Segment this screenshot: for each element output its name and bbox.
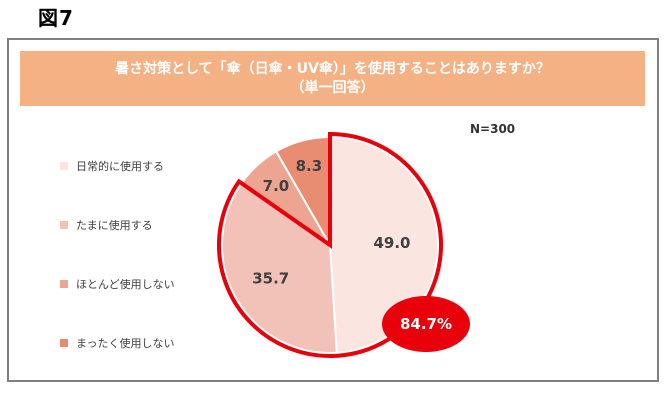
figure-label: 図7 bbox=[38, 6, 74, 30]
legend-label: 日常的に使用する bbox=[76, 160, 164, 173]
pie-slice bbox=[221, 181, 338, 354]
legend-item: ほとんど使用しない bbox=[60, 276, 175, 292]
legend-label: たまに使用する bbox=[76, 219, 153, 232]
callout-badge bbox=[382, 296, 470, 352]
sample-size-label: N=300 bbox=[470, 122, 516, 136]
slice-value-label: 7.0 bbox=[263, 177, 290, 195]
slice-value-label: 8.3 bbox=[296, 157, 323, 175]
chart-title: 暑さ対策として「傘（日傘・UV傘）」を使用することはありますか？ （単一回答） bbox=[20, 51, 645, 106]
legend-item: 日常的に使用する bbox=[60, 158, 164, 174]
callout-value: 84.7% bbox=[400, 315, 452, 333]
slice-value-label: 49.0 bbox=[373, 234, 410, 252]
legend-label: まったく使用しない bbox=[76, 337, 175, 350]
legend-swatch bbox=[60, 280, 68, 288]
chart-title-line2: （単一回答） bbox=[290, 79, 375, 96]
legend-item: まったく使用しない bbox=[60, 335, 175, 351]
legend-swatch bbox=[60, 339, 68, 347]
legend-label: ほとんど使用しない bbox=[76, 278, 175, 291]
legend-item: たまに使用する bbox=[60, 217, 153, 233]
highlight-outline bbox=[217, 131, 443, 358]
legend-swatch bbox=[60, 162, 68, 170]
slice-value-label: 35.7 bbox=[252, 269, 289, 287]
chart-title-line1: 暑さ対策として「傘（日傘・UV傘）」を使用することはありますか？ bbox=[115, 60, 550, 77]
legend-swatch bbox=[60, 221, 68, 229]
